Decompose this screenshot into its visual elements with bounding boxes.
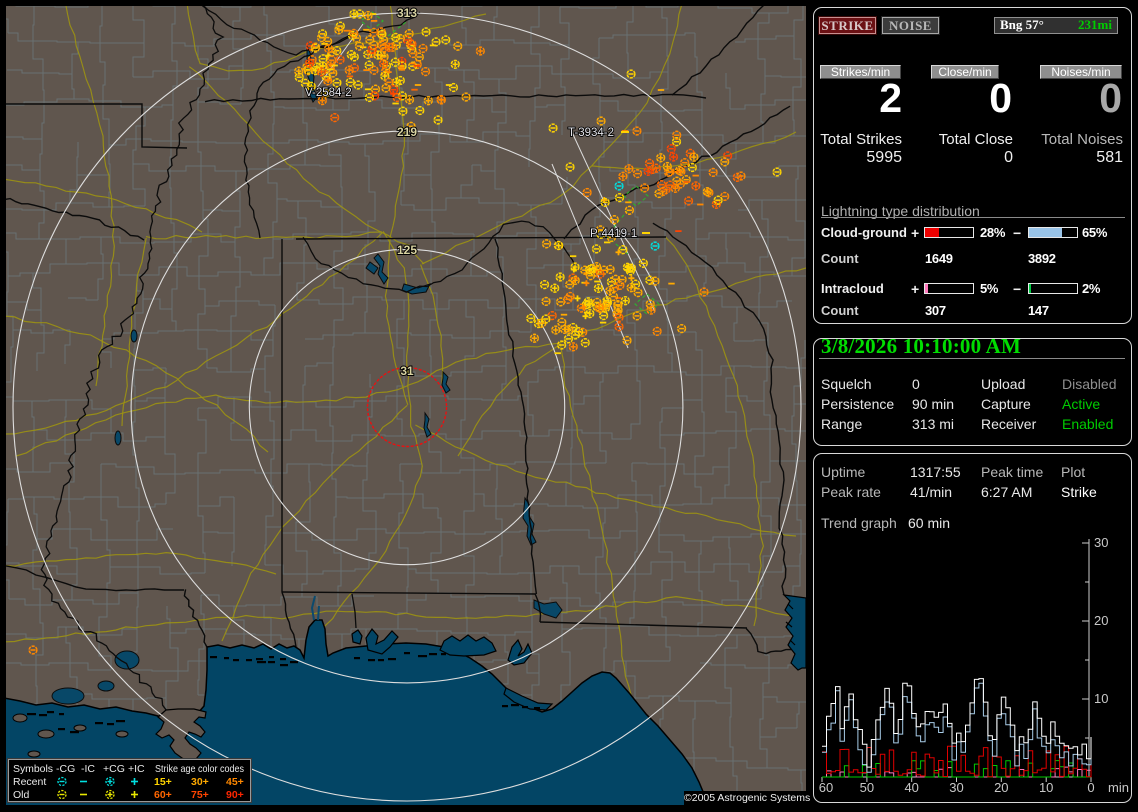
svg-text:50: 50 bbox=[860, 780, 874, 795]
svg-text:125: 125 bbox=[397, 243, 417, 257]
svg-text:313: 313 bbox=[397, 6, 417, 20]
svg-text:Symbols: Symbols bbox=[13, 763, 53, 775]
svg-text:+CG: +CG bbox=[103, 763, 125, 775]
svg-text:31: 31 bbox=[400, 364, 414, 378]
svg-text:10: 10 bbox=[1094, 691, 1108, 706]
svg-text:T-3934-2: T-3934-2 bbox=[568, 127, 614, 139]
svg-text:90+: 90+ bbox=[226, 789, 244, 801]
svg-text:30: 30 bbox=[949, 780, 963, 795]
svg-text:60+: 60+ bbox=[154, 789, 172, 801]
svg-text:-CG: -CG bbox=[56, 763, 75, 775]
svg-text:30+: 30+ bbox=[191, 776, 209, 788]
svg-text:15+: 15+ bbox=[154, 776, 172, 788]
svg-text:20: 20 bbox=[994, 780, 1008, 795]
svg-text:30: 30 bbox=[1094, 535, 1108, 550]
svg-text:Old: Old bbox=[13, 789, 30, 801]
svg-text:Strike age color codes: Strike age color codes bbox=[155, 763, 244, 775]
svg-text:P-4419-1: P-4419-1 bbox=[590, 228, 637, 240]
svg-text:Recent: Recent bbox=[13, 776, 46, 788]
svg-text:60: 60 bbox=[819, 780, 833, 795]
svg-text:75+: 75+ bbox=[191, 789, 209, 801]
svg-text:45+: 45+ bbox=[226, 776, 244, 788]
svg-text:-IC: -IC bbox=[81, 763, 95, 775]
svg-text:219: 219 bbox=[397, 125, 417, 139]
svg-text:40: 40 bbox=[904, 780, 918, 795]
svg-text:0: 0 bbox=[1087, 780, 1094, 795]
svg-text:20: 20 bbox=[1094, 613, 1108, 628]
svg-text:+IC: +IC bbox=[128, 763, 145, 775]
svg-text:min: min bbox=[1108, 780, 1129, 795]
svg-text:10: 10 bbox=[1039, 780, 1053, 795]
svg-text:V-2584-2: V-2584-2 bbox=[305, 87, 352, 99]
